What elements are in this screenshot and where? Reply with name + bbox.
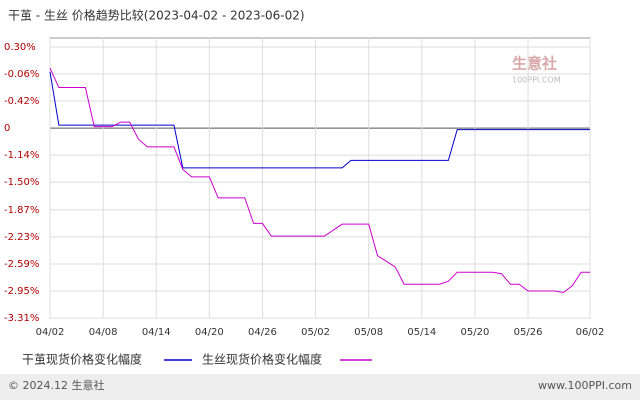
legend-label: 生丝现货价格变化幅度 bbox=[202, 352, 322, 367]
y-tick-label: -1.14% bbox=[4, 150, 39, 161]
y-tick-label: -0.42% bbox=[4, 96, 39, 107]
y-tick-label: 0.30% bbox=[4, 42, 36, 53]
x-tick-label: 04/20 bbox=[195, 327, 224, 338]
y-tick-label: -2.95% bbox=[4, 286, 39, 297]
series-line bbox=[49, 67, 590, 294]
x-tick-label: 05/20 bbox=[461, 327, 490, 338]
y-tick-label: 0 bbox=[4, 123, 10, 134]
x-tick-label: 05/26 bbox=[514, 327, 543, 338]
x-tick-label: 05/02 bbox=[301, 327, 330, 338]
y-tick-label: -0.06% bbox=[4, 69, 39, 80]
plot-area bbox=[49, 37, 591, 319]
y-tick-label: -1.50% bbox=[4, 177, 39, 188]
x-tick-label: 04/14 bbox=[142, 327, 171, 338]
y-tick-label: -3.31% bbox=[4, 313, 39, 324]
watermark: 生意社 bbox=[512, 55, 557, 73]
x-tick-label: 04/02 bbox=[36, 327, 65, 338]
x-tick-label: 04/26 bbox=[248, 327, 277, 338]
x-tick-label: 06/02 bbox=[576, 327, 605, 338]
y-tick-label: -2.59% bbox=[4, 259, 39, 270]
x-tick-label: 04/08 bbox=[89, 327, 118, 338]
y-tick-label: -1.87% bbox=[4, 205, 39, 216]
footer-left: © 2024.12 生意社 bbox=[8, 378, 104, 392]
footer-bar bbox=[0, 374, 640, 400]
legend-label: 干茧现货价格变化幅度 bbox=[22, 352, 142, 367]
series-line bbox=[49, 71, 590, 169]
x-tick-label: 05/08 bbox=[354, 327, 383, 338]
x-tick-label: 05/14 bbox=[407, 327, 436, 338]
footer-right: www.100PPI.com bbox=[538, 379, 632, 392]
chart-title: 干茧 - 生丝 价格趋势比较(2023-04-02 - 2023-06-02) bbox=[8, 8, 305, 23]
y-tick-label: -2.23% bbox=[4, 232, 39, 243]
watermark-url: 100PPI.COM bbox=[512, 76, 561, 85]
